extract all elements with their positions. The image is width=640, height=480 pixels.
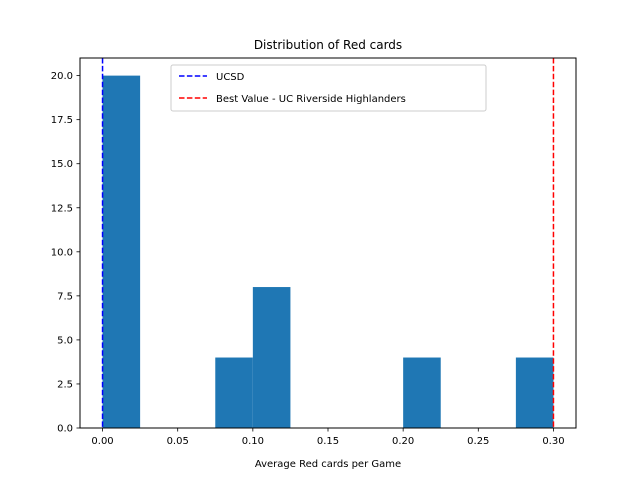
y-tick-label: 2.5 bbox=[57, 379, 73, 390]
x-axis: 0.00 0.05 0.10 0.15 0.20 0.25 0.30 bbox=[91, 428, 565, 447]
y-tick-label: 5.0 bbox=[57, 335, 73, 346]
bars-group bbox=[102, 75, 554, 428]
x-tick-label: 0.20 bbox=[392, 436, 414, 447]
y-tick-label: 7.5 bbox=[57, 291, 73, 302]
histogram-bar bbox=[403, 357, 441, 428]
x-axis-label: Average Red cards per Game bbox=[255, 459, 401, 470]
histogram-bar bbox=[252, 287, 291, 428]
x-tick-label: 0.10 bbox=[242, 436, 264, 447]
histogram-bar bbox=[102, 75, 141, 428]
x-tick-label: 0.15 bbox=[317, 436, 339, 447]
reference-lines bbox=[101, 58, 555, 428]
x-tick-label: 0.05 bbox=[167, 436, 189, 447]
legend-box bbox=[170, 64, 487, 112]
x-tick-label: 0.30 bbox=[542, 436, 564, 447]
chart-title: Distribution of Red cards bbox=[254, 38, 402, 52]
legend-label: Best Value - UC Riverside Highlanders bbox=[216, 94, 406, 105]
y-axis: 0.0 2.5 5.0 7.5 10.0 12.5 15.0 17.5 20.0 bbox=[51, 71, 80, 435]
x-tick-label: 0.00 bbox=[91, 436, 113, 447]
y-tick-label: 20.0 bbox=[51, 71, 73, 82]
legend-label: UCSD bbox=[216, 72, 245, 83]
histogram-bar bbox=[215, 357, 253, 428]
histogram-bar bbox=[515, 357, 554, 428]
y-tick-label: 15.0 bbox=[51, 159, 73, 170]
plot-area-frame bbox=[79, 57, 577, 429]
y-tick-label: 12.5 bbox=[51, 203, 73, 214]
y-tick-label: 0.0 bbox=[57, 424, 73, 435]
y-tick-label: 10.0 bbox=[51, 247, 73, 258]
legend: UCSD Best Value - UC Riverside Highlander… bbox=[170, 64, 487, 112]
x-tick-label: 0.25 bbox=[467, 436, 489, 447]
y-tick-label: 17.5 bbox=[51, 115, 73, 126]
